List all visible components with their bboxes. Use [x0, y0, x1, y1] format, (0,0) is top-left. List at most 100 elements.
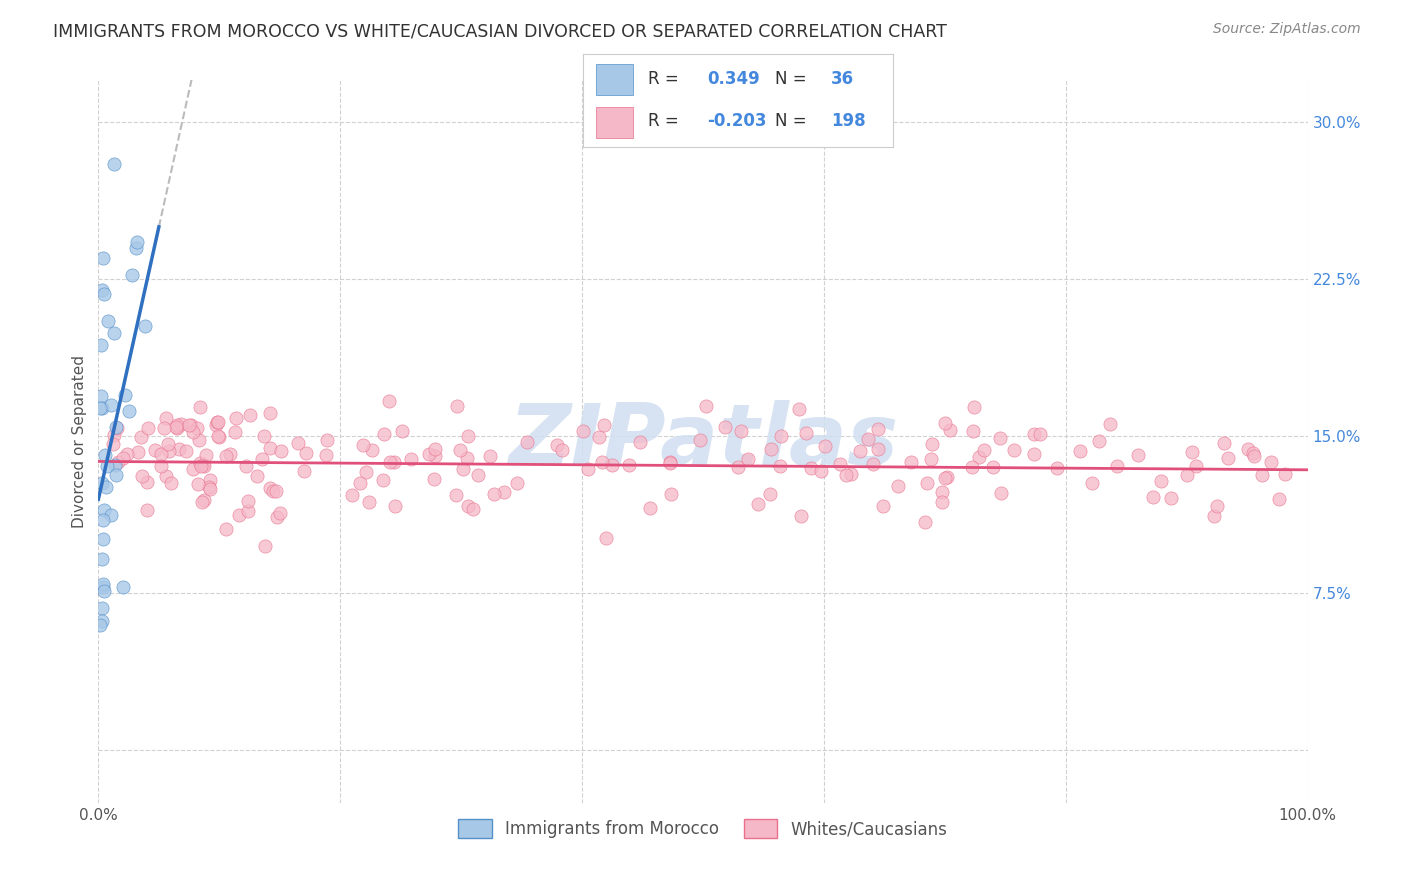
Point	[747, 497, 769, 511]
Point	[1105, 459, 1128, 474]
Point	[887, 479, 910, 493]
Point	[934, 416, 956, 430]
Point	[1268, 492, 1291, 507]
Point	[93, 503, 115, 517]
Point	[228, 508, 250, 522]
Text: -0.203: -0.203	[707, 112, 766, 130]
Point	[449, 442, 471, 457]
Point	[315, 449, 337, 463]
Point	[111, 580, 134, 594]
Point	[361, 442, 384, 457]
Point	[457, 499, 479, 513]
Point	[118, 404, 141, 418]
Point	[91, 614, 114, 628]
Point	[1029, 427, 1052, 442]
Point	[295, 446, 318, 460]
Point	[737, 452, 759, 467]
Point	[207, 415, 229, 429]
Point	[1175, 468, 1198, 483]
Point	[357, 495, 380, 509]
Point	[695, 400, 717, 414]
Point	[506, 475, 529, 490]
Point	[868, 422, 890, 436]
FancyBboxPatch shape	[596, 64, 633, 95]
Point	[352, 438, 374, 452]
Point	[914, 516, 936, 530]
Point	[180, 417, 202, 432]
Point	[849, 444, 872, 458]
Point	[125, 242, 148, 256]
Point	[121, 268, 143, 282]
Point	[114, 388, 136, 402]
Point	[814, 438, 837, 452]
Point	[810, 465, 832, 479]
Point	[936, 470, 959, 484]
Point	[382, 455, 405, 469]
Point	[658, 456, 681, 470]
Point	[238, 504, 260, 518]
Point	[759, 487, 782, 501]
Point	[188, 456, 211, 470]
Point	[104, 420, 127, 434]
Point	[136, 502, 159, 516]
Text: IMMIGRANTS FROM MOROCCO VS WHITE/CAUCASIAN DIVORCED OR SEPARATED CORRELATION CHA: IMMIGRANTS FROM MOROCCO VS WHITE/CAUCASI…	[53, 22, 948, 40]
Point	[617, 458, 640, 473]
Point	[595, 531, 617, 545]
Point	[931, 485, 953, 500]
Point	[90, 401, 112, 415]
Point	[1206, 499, 1229, 513]
Point	[111, 451, 134, 466]
Point	[934, 471, 956, 485]
Point	[259, 406, 281, 420]
Point	[93, 583, 115, 598]
Point	[373, 426, 395, 441]
Point	[384, 499, 406, 513]
Point	[960, 459, 983, 474]
Point	[155, 468, 177, 483]
Point	[446, 399, 468, 413]
Point	[91, 580, 114, 594]
Point	[155, 411, 177, 425]
Point	[727, 460, 749, 475]
Point	[157, 437, 180, 451]
Point	[259, 441, 281, 455]
Point	[628, 434, 651, 449]
Point	[93, 533, 115, 547]
Point	[920, 451, 942, 466]
Point	[588, 430, 610, 444]
Point	[181, 425, 204, 439]
Point	[988, 431, 1011, 445]
Point	[100, 508, 122, 523]
Point	[90, 338, 112, 352]
Point	[921, 436, 943, 450]
Point	[235, 458, 257, 473]
Point	[800, 461, 823, 475]
Point	[103, 427, 125, 442]
Point	[516, 434, 538, 449]
Point	[188, 400, 211, 414]
Point	[127, 445, 149, 459]
Point	[239, 408, 262, 422]
Point	[97, 314, 120, 328]
Point	[104, 458, 127, 472]
Point	[546, 438, 568, 452]
Point	[150, 447, 173, 461]
Point	[828, 457, 851, 471]
Point	[187, 476, 209, 491]
Point	[1126, 448, 1149, 462]
Point	[1260, 455, 1282, 469]
Point	[787, 402, 810, 417]
Point	[177, 418, 200, 433]
Point	[478, 449, 501, 463]
Point	[205, 417, 228, 432]
Point	[456, 450, 478, 465]
Point	[423, 472, 446, 486]
Text: 198: 198	[831, 112, 866, 130]
Point	[858, 432, 880, 446]
Point	[135, 475, 157, 489]
Text: N =: N =	[775, 70, 813, 88]
Point	[207, 428, 229, 442]
Point	[915, 476, 938, 491]
Point	[340, 488, 363, 502]
Point	[101, 437, 124, 451]
